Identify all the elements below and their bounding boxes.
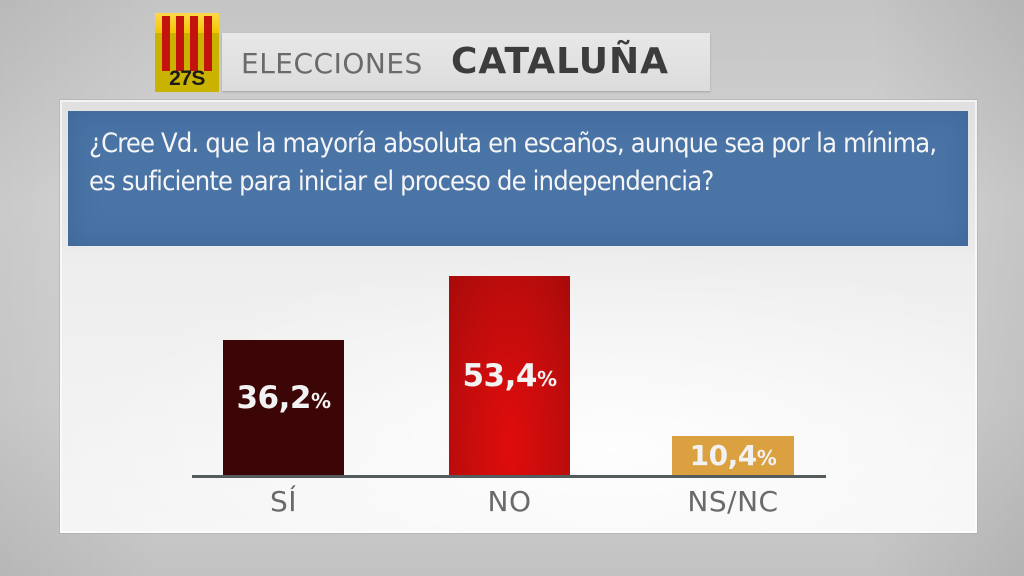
- bar-nsnc: 10,4%: [672, 436, 794, 475]
- title-bold: CATALUÑA: [451, 41, 669, 82]
- bar-value: 36,2: [236, 380, 311, 416]
- elecciones-27s-logo: 27S: [155, 13, 219, 92]
- bar-value: 53,4: [462, 358, 537, 394]
- logo-label: 27S: [169, 67, 205, 90]
- title-light: ELECCIONES: [241, 47, 423, 80]
- title-bar: ELECCIONES CATALUÑA: [222, 33, 710, 91]
- category-label-no: NO: [487, 485, 532, 518]
- question-text: ¿Cree Vd. que la mayoría absoluta en esc…: [89, 128, 937, 197]
- category-label-nsnc: NS/NC: [687, 485, 779, 518]
- category-label-si: SÍ: [269, 485, 298, 518]
- bar-si: 36,2%: [223, 340, 344, 475]
- x-axis-line: [192, 475, 826, 478]
- question-box: ¿Cree Vd. que la mayoría absoluta en esc…: [68, 111, 968, 246]
- bar-value: 10,4: [689, 439, 758, 472]
- bar-no: 53,4%: [449, 276, 570, 475]
